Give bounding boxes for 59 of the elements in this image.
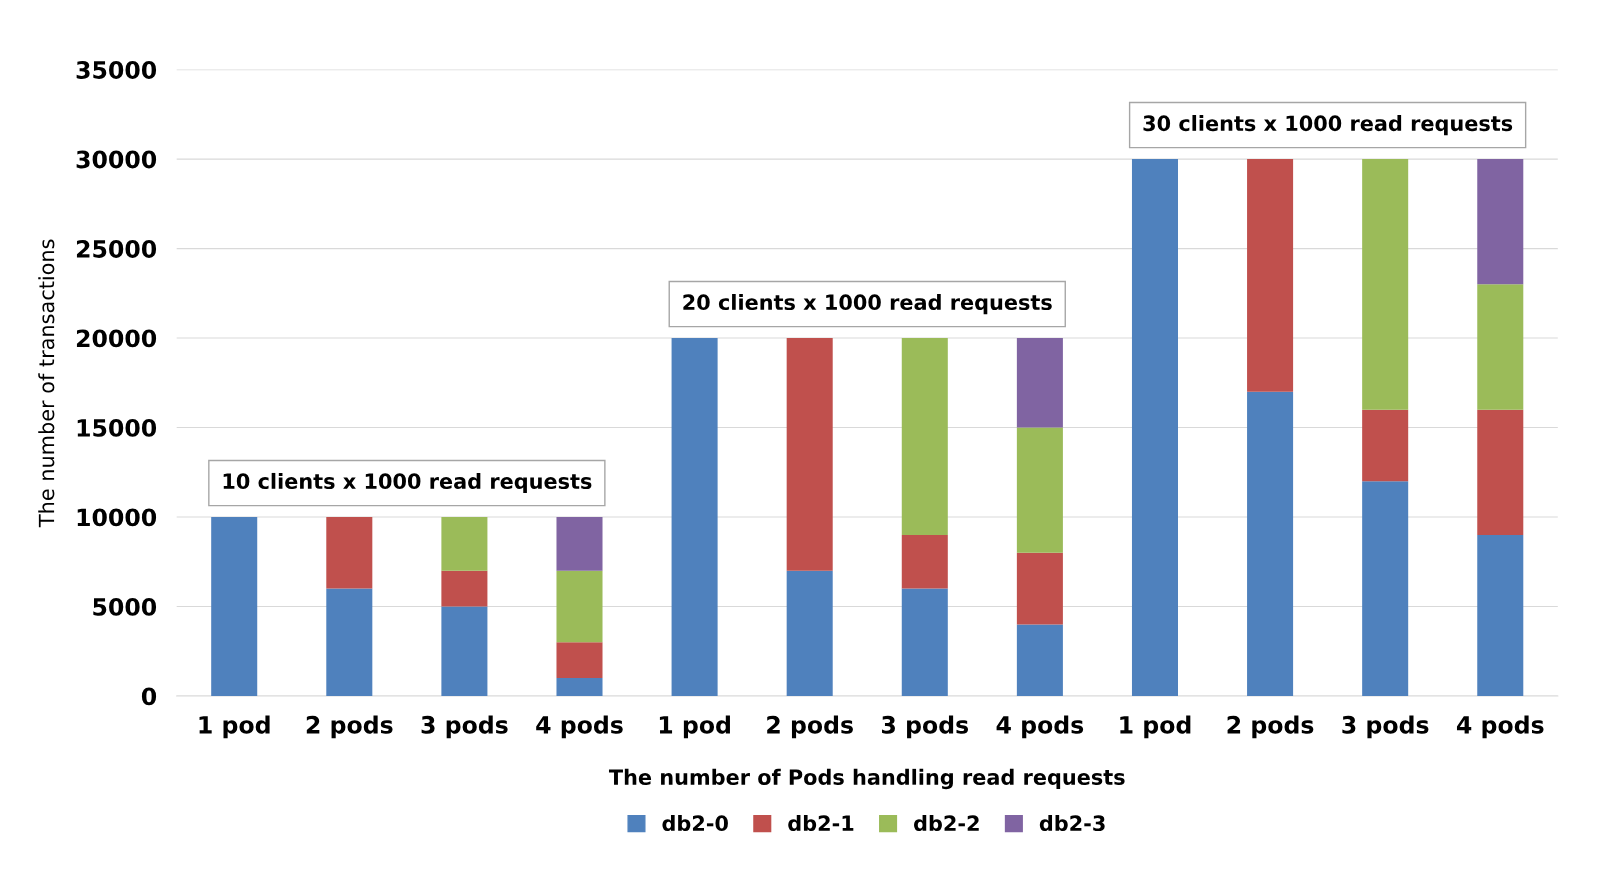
bar bbox=[1247, 159, 1294, 392]
y-tick-label: 0 bbox=[141, 687, 157, 706]
bar bbox=[1016, 552, 1063, 625]
y-tick-label: 15000 bbox=[77, 418, 157, 437]
bar bbox=[441, 517, 488, 571]
bar bbox=[556, 642, 603, 679]
annotation: 20 clients x 1000 read requests bbox=[683, 293, 1052, 315]
bar bbox=[1016, 427, 1063, 553]
bar bbox=[901, 338, 948, 535]
x-axis-title: The number of Pods handling read requests bbox=[608, 768, 1125, 790]
bar bbox=[1362, 159, 1409, 410]
bar bbox=[1477, 534, 1524, 696]
bar bbox=[441, 606, 488, 696]
bar bbox=[1016, 624, 1063, 696]
y-tick-label: 10000 bbox=[77, 508, 157, 527]
legend-label: db2-1 bbox=[788, 814, 854, 832]
x-tick-label: 4 pods bbox=[536, 715, 623, 739]
x-tick-label: 4 pods bbox=[996, 715, 1084, 739]
annotation: 10 clients x 1000 read requests bbox=[223, 472, 592, 494]
bar bbox=[671, 338, 718, 696]
bar bbox=[326, 588, 373, 696]
x-tick-label: 1 pod bbox=[659, 715, 730, 739]
y-tick-label: 30000 bbox=[76, 150, 157, 169]
bar bbox=[556, 570, 603, 643]
bar bbox=[901, 588, 948, 696]
bar bbox=[786, 570, 833, 696]
bar bbox=[556, 517, 603, 571]
bar bbox=[211, 517, 258, 696]
x-tick-label: 3 pods bbox=[1342, 715, 1429, 739]
bar bbox=[326, 517, 373, 589]
bar bbox=[1362, 481, 1409, 696]
bar bbox=[1477, 284, 1524, 410]
y-tick-label: 5000 bbox=[93, 597, 157, 616]
bar bbox=[1131, 159, 1178, 696]
y-axis-title: The number of transactions bbox=[38, 239, 55, 528]
bar bbox=[1362, 409, 1409, 482]
bar bbox=[441, 570, 488, 607]
bar bbox=[556, 678, 603, 696]
legend-label: db2-3 bbox=[1039, 814, 1105, 832]
x-tick-label: 2 pods bbox=[767, 715, 853, 739]
bar bbox=[1477, 409, 1524, 535]
annotation: 30 clients x 1000 read requests bbox=[1143, 115, 1513, 136]
legend-label: db2-0 bbox=[662, 814, 728, 832]
bar bbox=[901, 534, 948, 589]
x-tick-label: 3 pods bbox=[421, 715, 508, 739]
x-tick-label: 2 pods bbox=[306, 715, 393, 739]
x-tick-label: 2 pods bbox=[1227, 715, 1314, 739]
y-tick-label: 25000 bbox=[76, 240, 157, 258]
x-tick-label: 4 pods bbox=[1456, 715, 1544, 739]
x-tick-label: 1 pod bbox=[1120, 715, 1191, 739]
bar bbox=[786, 338, 833, 571]
bar bbox=[1016, 338, 1063, 428]
bar bbox=[1247, 391, 1294, 696]
legend-label: db2-2 bbox=[914, 814, 979, 832]
bar bbox=[1477, 159, 1524, 285]
x-tick-label: 3 pods bbox=[882, 715, 969, 739]
y-tick-label: 35000 bbox=[76, 61, 157, 79]
y-tick-label: 20000 bbox=[76, 329, 157, 348]
x-tick-label: 1 pod bbox=[199, 715, 270, 739]
